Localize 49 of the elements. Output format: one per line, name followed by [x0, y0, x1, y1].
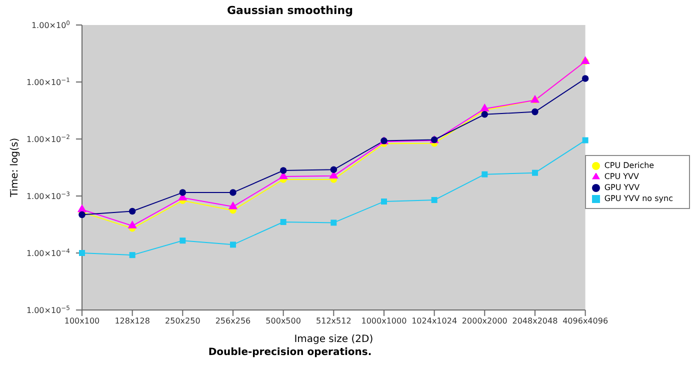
- point: [180, 238, 186, 244]
- point: [280, 218, 286, 225]
- point: [228, 201, 238, 210]
- point: [330, 166, 338, 174]
- point: [78, 211, 86, 218]
- x-tick-label: 512x512: [316, 316, 352, 326]
- y-tick-label: 1.00×10$^{−2}$: [26, 134, 70, 144]
- point: [230, 189, 236, 196]
- point: [480, 103, 490, 112]
- x-tick-label: 2000x2000: [462, 316, 508, 326]
- x-tick-label: 4096x4096: [562, 316, 608, 326]
- x-tick-label: 2048x2048: [512, 316, 558, 326]
- point: [582, 137, 588, 144]
- x-tick-label: 128x128: [114, 316, 150, 326]
- legend-label: GPU YVV no sync: [604, 194, 673, 203]
- point: [482, 171, 488, 178]
- point: [128, 208, 136, 215]
- x-axis-title: Image size (2D): [294, 334, 374, 345]
- x-tick-label: 500x500: [266, 316, 301, 326]
- chart-title: Gaussian smoothing: [226, 4, 354, 17]
- point: [380, 198, 387, 205]
- y-tick-label: 1.00×10$^{−3}$: [26, 190, 70, 201]
- text: Double-precision operations.: [207, 347, 373, 358]
- x-tick-label: 1000x1000: [361, 316, 407, 326]
- point: [582, 75, 589, 82]
- point: [532, 170, 538, 176]
- point: [431, 197, 438, 204]
- y-axis-title: Time: log(s): [10, 138, 21, 198]
- legend-label: GPU YVV: [604, 183, 640, 192]
- x-tick-label: 100x100: [64, 316, 100, 326]
- point: [330, 220, 337, 226]
- legend-label: CPU Deriche: [604, 161, 654, 170]
- x-tick-label: 256x256: [215, 316, 251, 326]
- y-tick-label: 1.00×10$^{−4}$: [26, 248, 70, 258]
- point: [179, 189, 186, 196]
- point: [79, 250, 85, 256]
- point: [230, 242, 236, 248]
- x-tick-label: 1024x1024: [412, 316, 458, 326]
- y-tick-label: 1.00×10$^{−1}$: [26, 76, 70, 87]
- point: [532, 108, 538, 116]
- point: [129, 252, 136, 258]
- x-tick-label: 250x250: [165, 316, 200, 326]
- point: [128, 220, 137, 228]
- y-tick-label: 1.00×10$^{−5}$: [26, 304, 70, 315]
- point: [77, 204, 87, 212]
- y-tick-label: 1.00×10$^{0}$: [31, 20, 70, 30]
- point: [280, 167, 287, 174]
- legend-label: CPU YVV: [604, 172, 639, 181]
- point: [481, 111, 488, 118]
